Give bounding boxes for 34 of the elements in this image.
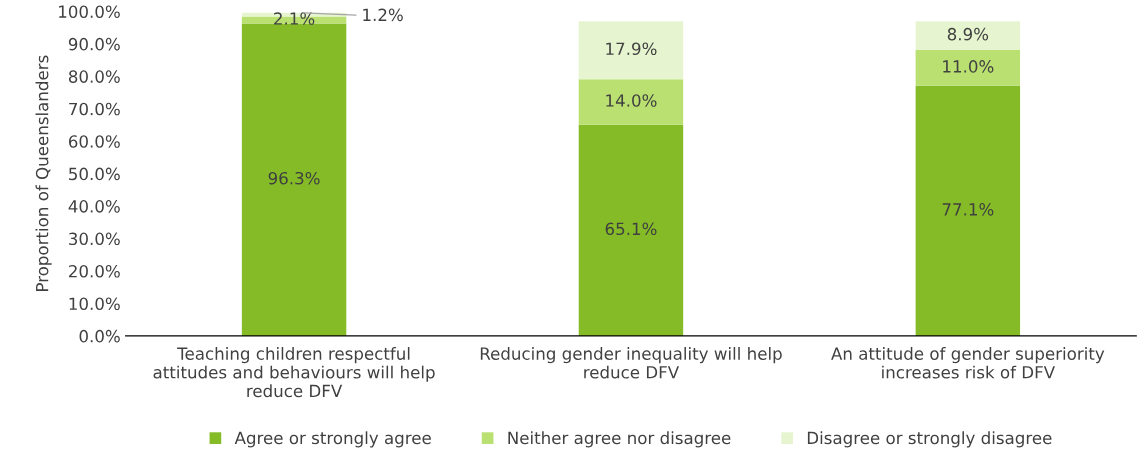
y-tick-label: 30.0%	[69, 232, 120, 246]
data-label: 96.3%	[268, 171, 320, 185]
x-tick-label: An attitude of gender superiority increases risk of DFV	[831, 347, 1105, 379]
y-tick-label: 20.0%	[69, 264, 120, 278]
bar	[241, 23, 347, 336]
y-tick-label: 50.0%	[69, 167, 120, 181]
y-tick-label: 100.0%	[59, 5, 120, 18]
data-label: 14.0%	[606, 94, 657, 107]
bar	[578, 21, 684, 80]
bar	[915, 21, 1021, 51]
legend-label: Disagree or strongly disagree	[807, 431, 1052, 448]
bar	[915, 50, 1021, 86]
y-tick-label: 80.0%	[68, 70, 120, 83]
legend-label: Neither agree nor disagree	[508, 431, 731, 448]
data-label: 2.1%	[274, 12, 315, 25]
y-axis-title: Proportion of Queenslanders	[35, 55, 52, 291]
data-label: 17.9%	[606, 42, 657, 56]
data-label: 65.1%	[605, 222, 657, 236]
x-tick-label: Teaching children respectful attitudes and behaviours will help reduce DFV	[153, 347, 435, 398]
data-label: 77.1%	[942, 203, 994, 216]
legend-label: Agree or strongly agree	[234, 431, 431, 448]
data-label: 8.9%	[947, 27, 989, 41]
y-tick-label: 40.0%	[68, 200, 120, 213]
y-tick-label: 10.0%	[69, 297, 120, 311]
x-tick-label: Reducing gender inequality will help reduce DFV	[480, 347, 782, 379]
y-tick-label: 90.0%	[68, 37, 120, 51]
data-label: 11.0%	[943, 60, 994, 73]
data-label: 1.2%	[363, 8, 403, 22]
bar	[578, 124, 684, 336]
y-tick-label: 60.0%	[68, 135, 120, 148]
bar	[915, 85, 1021, 336]
bar	[578, 79, 684, 125]
y-tick-label: 70.0%	[69, 102, 120, 116]
y-tick-label: 0.0%	[79, 329, 120, 343]
